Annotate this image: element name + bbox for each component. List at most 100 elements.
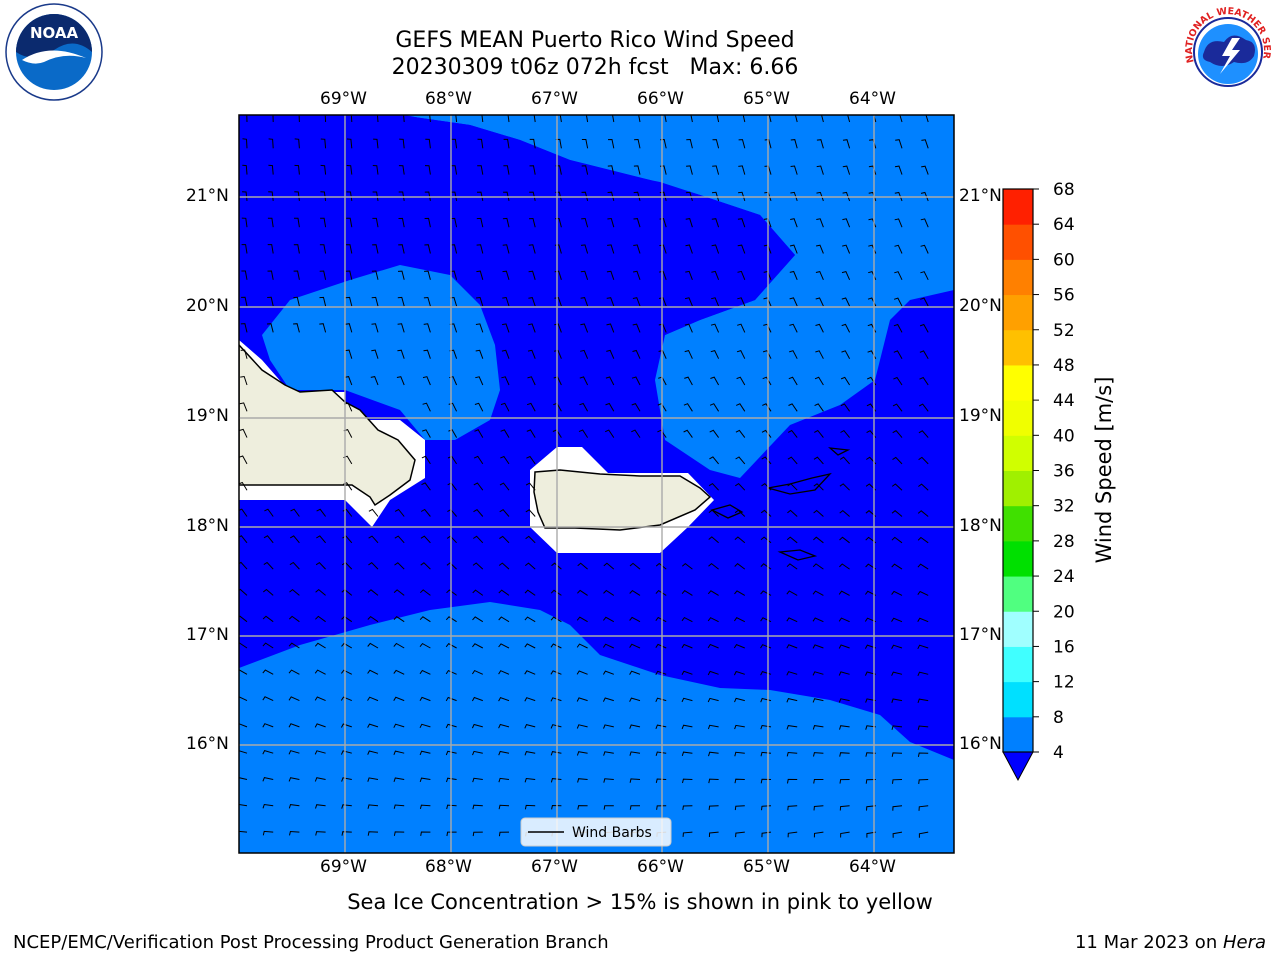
wind-barb [242,164,248,175]
wind-barb [529,191,536,202]
wind-barb [786,725,798,730]
wind-barb [607,191,615,202]
wind-barb [394,535,405,544]
wind-barb [918,430,929,438]
wind-barb [659,244,667,254]
wind-barb [891,483,903,491]
wind-barb [371,349,379,359]
wind-band-north-upper [239,115,954,478]
wind-barb [262,642,274,649]
wind-barb [477,165,484,175]
wind-barb [864,644,876,649]
wind-barb [790,191,798,202]
wind-barb [840,403,851,412]
wind-barb [682,778,693,784]
wind-barb [787,456,798,465]
wind-barb [370,376,379,386]
wind-barb [786,617,798,623]
wind-barb [498,696,510,702]
wind-barb [891,510,903,517]
wind-barb [471,696,483,702]
wind-barb [239,455,248,465]
wind-barb [659,191,667,202]
wind-barb [451,138,458,149]
wind-barb [787,429,798,438]
wind-barb [839,752,850,757]
wind-barb [455,115,458,123]
wind-barb [554,297,562,307]
wind-barb [789,297,798,307]
wind-barb [367,615,379,623]
wind-barb [314,723,326,728]
wind-barb [264,508,274,517]
wind-barb [423,323,431,333]
wind-barb [840,376,851,386]
wind-barb [737,218,746,228]
colorbar-segment [1003,505,1033,542]
wind-barb [288,669,300,675]
wind-barb [393,777,405,782]
wind-barb [288,750,300,755]
wind-barb [681,562,693,570]
wind-barb [320,138,327,149]
wind-barb [921,165,929,175]
wind-barb [603,562,615,570]
wind-barb [422,429,431,438]
wind-barb [525,509,536,517]
wind-barb [314,669,326,675]
wind-barb [681,616,693,623]
wind-barb [502,296,510,307]
wind-barb [577,562,588,570]
wind-barb [314,750,326,755]
wind-barb [633,191,641,202]
wind-barb [576,724,588,729]
wind-barb [711,244,720,254]
wind-barb [580,297,589,307]
wind-barb [423,296,431,307]
wind-barb [632,349,641,359]
wind-barb [787,805,798,811]
wind-barb [393,696,405,702]
wind-barb [397,296,405,307]
wind-barb [475,349,484,359]
wind-barb [869,139,877,149]
wind-barb [393,669,405,675]
wind-barb [422,376,431,386]
wind-barb [499,509,510,517]
wind-band-south [239,602,954,853]
wind-barb [682,805,693,810]
wind-barb [605,402,615,412]
wind-barb [424,217,431,228]
wind-barb [839,456,850,465]
wind-barb [473,535,484,544]
colorbar-extend-min [1002,751,1034,782]
wind-barb [533,115,536,123]
wind-barb [865,752,876,757]
wind-barb [320,164,327,175]
wind-barb [794,115,798,123]
wind-barb [603,616,615,623]
wind-barb [393,804,405,809]
colorbar-tick-label: 44 [1053,391,1075,411]
wind-barb [629,805,640,810]
wind-barb [734,805,745,811]
wind-barb [842,165,851,175]
wind-barb [892,779,903,784]
lon-label-top: 64°W [849,89,896,109]
wind-barb [655,751,667,756]
wind-barb [866,805,876,811]
wind-barb [268,164,274,175]
wind-barb [681,643,693,649]
wind-barb [262,669,274,675]
wind-barb [239,428,248,438]
wind-barb [241,270,248,280]
wind-barb [499,482,510,491]
wind-barb [241,217,248,228]
wind-barb [527,349,536,359]
wind-barb [393,589,405,596]
wind-band-west-blob [262,265,500,440]
wind-barb [868,165,877,175]
wind-barb [239,615,248,623]
wind-barb [917,644,929,650]
wind-barb [476,270,484,280]
